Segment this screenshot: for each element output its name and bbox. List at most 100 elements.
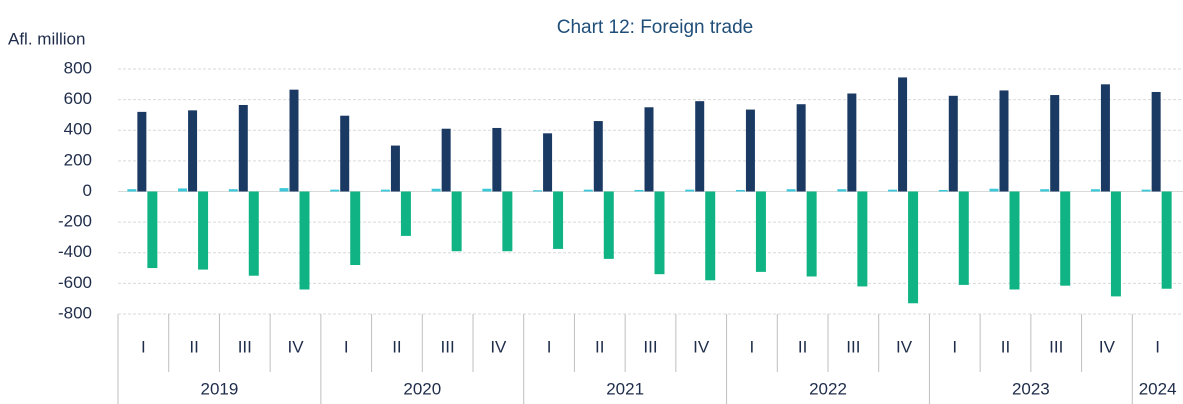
bar [857,191,868,287]
year-label: 2024 [1139,379,1177,398]
bar [695,101,705,192]
chart-title: Chart 12: Foreign trade [557,17,753,38]
bar [908,191,919,304]
bar [735,189,745,192]
bar [127,189,137,192]
y-tick-label: 200 [64,150,92,169]
bar [644,107,654,192]
y-axis-label: Afl. million [8,29,85,48]
x-tick-label: IV [1099,337,1116,356]
x-tick-label: I [141,337,146,356]
bar [999,90,1009,192]
x-tick-label: IV [896,337,913,356]
bar [502,191,513,252]
y-tick-label: -400 [58,242,92,261]
year-label: 2022 [809,379,847,398]
bar [989,188,999,192]
bar [147,191,158,269]
bar [533,190,543,192]
x-tick-label: II [189,337,198,356]
year-label: 2020 [403,379,441,398]
bar [593,121,603,192]
x-tick-label: I [1155,337,1160,356]
x-tick-label: IV [490,337,507,356]
bar [340,115,350,192]
y-tick-label: -600 [58,273,92,292]
x-tick-label: II [1001,337,1010,356]
bar [745,109,755,192]
bar [583,189,593,192]
y-tick-label: 600 [64,89,92,108]
bar [482,188,492,192]
bar [553,191,564,249]
y-tick-label: -200 [58,212,92,231]
bar [938,189,948,192]
bar [1161,191,1172,289]
bar [1009,191,1020,290]
bar [451,191,462,252]
x-tick-label: II [798,337,807,356]
bar [380,189,390,192]
bar [137,111,147,192]
y-tick-label: -800 [58,303,92,322]
bar [634,189,644,192]
bar [543,133,553,192]
bar [400,191,411,236]
bar [1110,191,1121,297]
bar [492,127,502,192]
x-tick-label: I [547,337,552,356]
x-tick-label: IV [287,337,304,356]
y-tick-label: 400 [64,120,92,139]
bar [299,191,310,290]
x-tick-label: I [952,337,957,356]
bar [1040,189,1050,192]
bar [279,188,289,192]
bar [654,191,665,275]
bar [705,191,716,281]
year-label: 2019 [201,379,239,398]
bar [431,188,441,192]
bar [1151,91,1161,192]
bar [898,77,908,192]
bar [441,128,451,192]
bar [228,189,238,192]
bar [330,189,340,192]
bar [1050,95,1060,192]
bar [796,104,806,192]
bar [178,188,188,192]
bar [806,191,817,277]
bar [350,191,361,265]
bar [188,110,198,192]
bar [847,93,857,192]
year-label: 2021 [606,379,644,398]
x-tick-label: III [441,337,455,356]
bar [238,104,248,192]
x-tick-label: III [1049,337,1063,356]
bar [755,191,766,272]
x-tick-label: I [750,337,755,356]
bar [603,191,614,259]
bar [837,189,847,192]
bar [685,189,695,192]
bar [786,189,796,192]
x-tick-label: II [595,337,604,356]
bar [888,189,898,192]
x-tick-label: II [392,337,401,356]
y-tick-label: 800 [64,58,92,77]
x-tick-label: IV [693,337,710,356]
bar [948,95,958,192]
bar [248,191,259,276]
x-tick-label: III [238,337,252,356]
bar [1141,189,1151,192]
x-tick-label: III [846,337,860,356]
bar [1090,189,1100,192]
bar [1060,191,1071,286]
y-tick-label: 0 [83,181,92,200]
bar [390,145,400,192]
bar [958,191,969,285]
bar [289,89,299,192]
bar [198,191,209,270]
x-tick-label: I [344,337,349,356]
